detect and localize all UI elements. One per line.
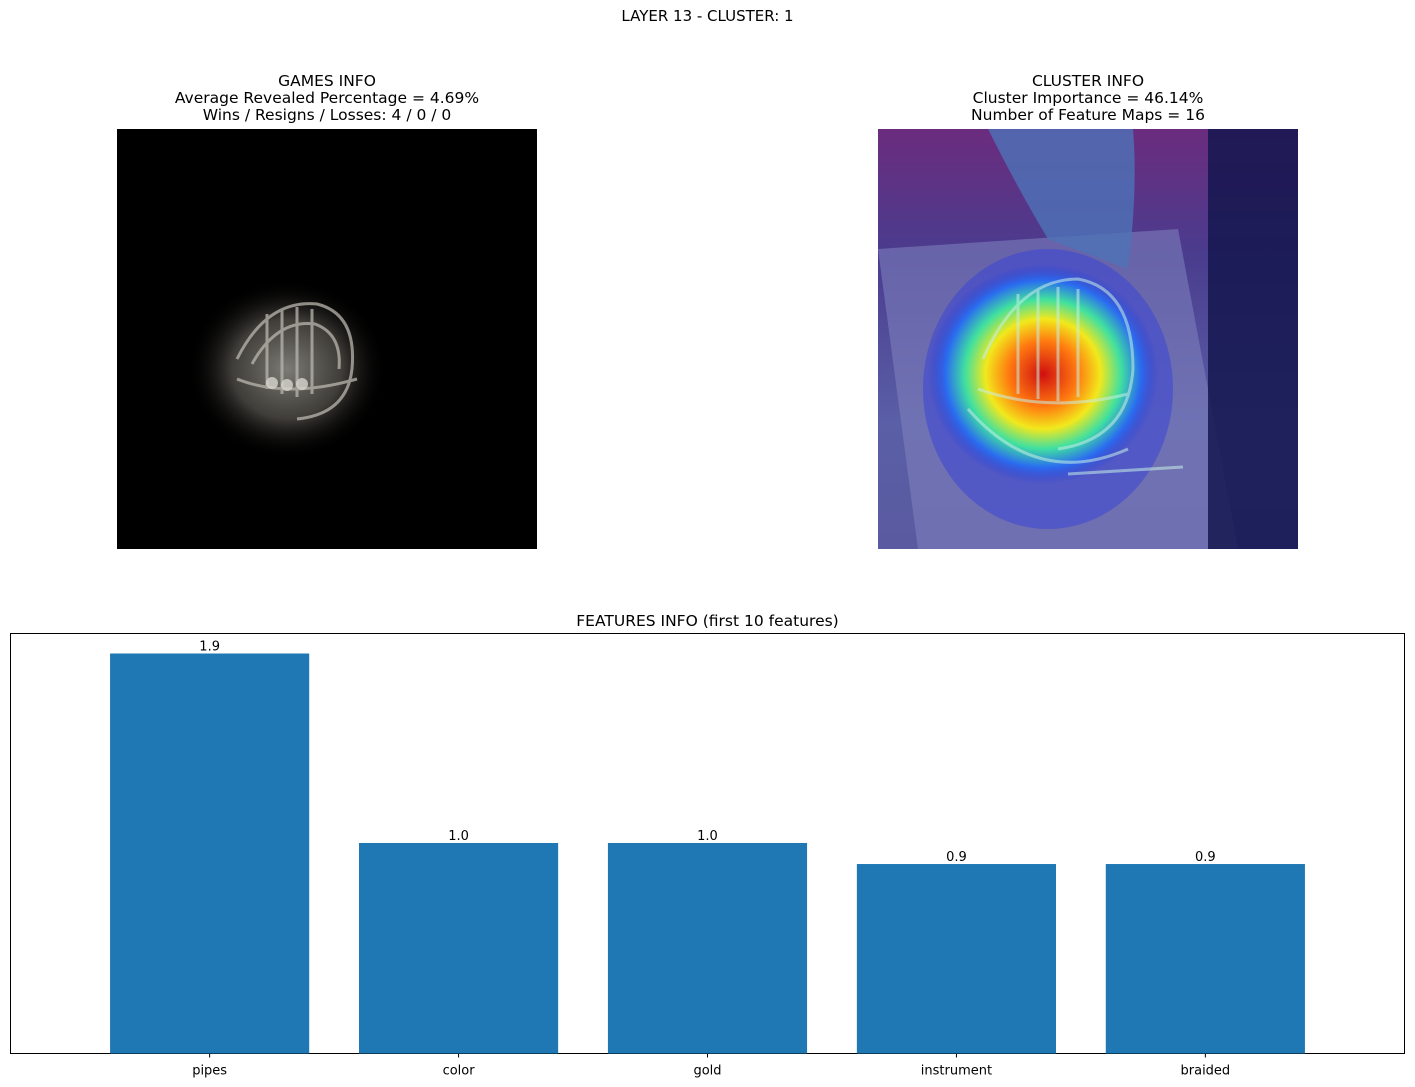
bar-pipes xyxy=(110,653,310,1054)
bar-value-label-instrument: 0.9 xyxy=(946,850,967,865)
cluster-info-title-block: CLUSTER INFO Cluster Importance = 46.14%… xyxy=(878,73,1298,124)
bar-gold xyxy=(607,842,808,1054)
bar-value-label-gold: 1.0 xyxy=(697,829,718,844)
wins-resigns-losses: Wins / Resigns / Losses: 4 / 0 / 0 xyxy=(202,106,452,124)
bar-braided xyxy=(1105,864,1305,1054)
x-tick-label-color: color xyxy=(443,1064,476,1079)
x-tick-label-pipes: pipes xyxy=(192,1064,227,1079)
cluster-info-title: CLUSTER INFO xyxy=(1031,72,1145,90)
revealed-horn-image xyxy=(117,129,537,549)
number-of-feature-maps: Number of Feature Maps = 16 xyxy=(971,106,1205,124)
x-tick-label-gold: gold xyxy=(693,1064,721,1079)
bar-value-label-braided: 0.9 xyxy=(1195,850,1216,865)
x-tick-label-braided: braided xyxy=(1181,1064,1231,1079)
features-chart-title: FEATURES INFO (first 10 features) xyxy=(576,612,839,630)
games-info-title-block: GAMES INFO Average Revealed Percentage =… xyxy=(117,73,537,124)
bar-color xyxy=(359,842,559,1054)
x-tick-label-instrument: instrument xyxy=(921,1064,992,1079)
cluster-importance: Cluster Importance = 46.14% xyxy=(972,89,1204,107)
bar-value-label-pipes: 1.9 xyxy=(199,640,220,655)
games-info-title: GAMES INFO xyxy=(278,72,376,90)
cluster-heatmap-image xyxy=(878,129,1298,549)
bar-value-label-color: 1.0 xyxy=(448,829,469,844)
bar-instrument xyxy=(856,864,1056,1054)
figure-suptitle: LAYER 13 - CLUSTER: 1 xyxy=(621,7,794,25)
average-revealed-percentage: Average Revealed Percentage = 4.69% xyxy=(174,89,480,107)
